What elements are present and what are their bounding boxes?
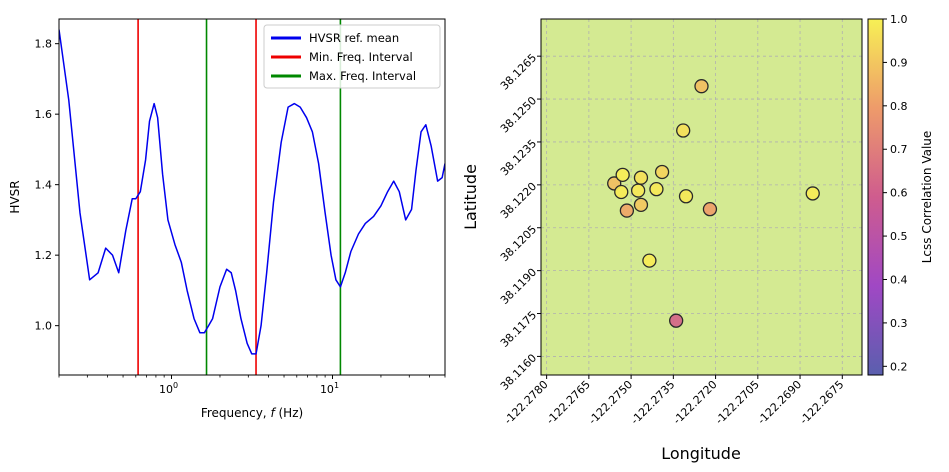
scatter-axes-frame (540, 18, 863, 376)
hvsr-ytick-label: 1.4 (35, 179, 53, 192)
scatter-point (633, 170, 649, 185)
scatter-point (678, 189, 694, 204)
scatter-ytick-label: 38.1250 (498, 94, 539, 135)
scatter-point (615, 167, 630, 182)
hvsr-axes-frame (58, 18, 446, 376)
scatter-ytick-label: 38.1205 (498, 223, 539, 264)
scatter-point (649, 181, 664, 197)
colorbar-tick-label: 0.7 (890, 143, 908, 156)
colorbar-tick-label: 0.9 (890, 56, 908, 69)
hvsr-legend: HVSR ref. mean Min. Freq. Interval Max. … (263, 24, 441, 89)
scatter-point (642, 253, 657, 268)
colorbar-tick-label: 0.4 (890, 273, 908, 286)
legend-frame (263, 24, 441, 89)
colorbar-tick-label: 0.2 (890, 360, 908, 373)
scatter-xtick-label: -122.2720 (671, 378, 720, 427)
scatter-xlabel: Longitude (661, 444, 741, 463)
colorbar-tick-label: 0.3 (890, 317, 908, 330)
scatter-ylabel: Latitude (461, 164, 480, 230)
scatter-point (614, 184, 629, 200)
hvsr-xtick-label: 100 (159, 381, 178, 396)
scatter-point (702, 202, 718, 217)
scatter-xtick-label: -122.2735 (628, 378, 677, 427)
legend-label-min-freq: Min. Freq. Interval (309, 50, 413, 64)
hvsr-ytick-label: 1.6 (35, 108, 53, 121)
hvsr-ytick-label: 1.0 (35, 320, 53, 333)
scatter-ytick-label: 38.1235 (498, 137, 539, 178)
colorbar-tick-label: 0.8 (890, 100, 908, 113)
hvsr-xlabel: Frequency, f (Hz) (201, 406, 303, 420)
hvsr-ylabel: HVSR (8, 180, 22, 213)
hvsr-chart: 1.0 1.2 1.4 1.6 1.8 100 101 HVSR Frequency, f… (8, 18, 446, 420)
scatter-ytick-label: 38.1220 (498, 180, 539, 221)
scatter-xtick-label: -122.2705 (713, 378, 762, 427)
scatter-point (654, 164, 670, 180)
scatter-point (619, 203, 635, 218)
colorbar-tick-label: 0.5 (890, 230, 908, 243)
hvsr-xtick-label: 101 (320, 381, 339, 396)
hvsr-ytick-label: 1.2 (35, 249, 53, 262)
scatter-xtick-label: -122.2690 (755, 378, 804, 427)
scatter-ytick-label: 38.1175 (498, 309, 539, 350)
legend-label-max-freq: Max. Freq. Interval (309, 69, 416, 83)
scatter-point (805, 186, 820, 201)
scatter-ytick-label: 38.1190 (498, 266, 539, 307)
scatter-ytick-label: 38.1265 (498, 51, 539, 92)
scatter-xtick-label: -122.2675 (797, 378, 846, 427)
scatter-point (630, 183, 646, 198)
scatter-point (633, 197, 649, 213)
location-scatter-chart: 38.116038.117538.119038.120538.122038.12… (461, 13, 934, 463)
colorbar: 0.2 0.3 0.4 0.5 0.6 0.7 0.8 0.9 1.0 Lcss Correla… (867, 13, 934, 376)
scatter-point (676, 123, 691, 138)
scatter-point (669, 313, 684, 328)
hvsr-mean-line (59, 29, 445, 355)
colorbar-tick-label: 0.6 (890, 187, 908, 200)
scatter-xtick-label: -122.2750 (586, 378, 635, 427)
scatter-point (694, 79, 709, 94)
hvsr-ytick-label: 1.8 (35, 38, 53, 51)
colorbar-gradient (867, 18, 884, 376)
legend-label-hvsr-mean: HVSR ref. mean (309, 31, 399, 45)
colorbar-label: Lcss Correlation Value (920, 131, 934, 264)
colorbar-tick-label: 1.0 (890, 13, 908, 26)
scatter-xtick-label: -122.2765 (544, 378, 593, 427)
